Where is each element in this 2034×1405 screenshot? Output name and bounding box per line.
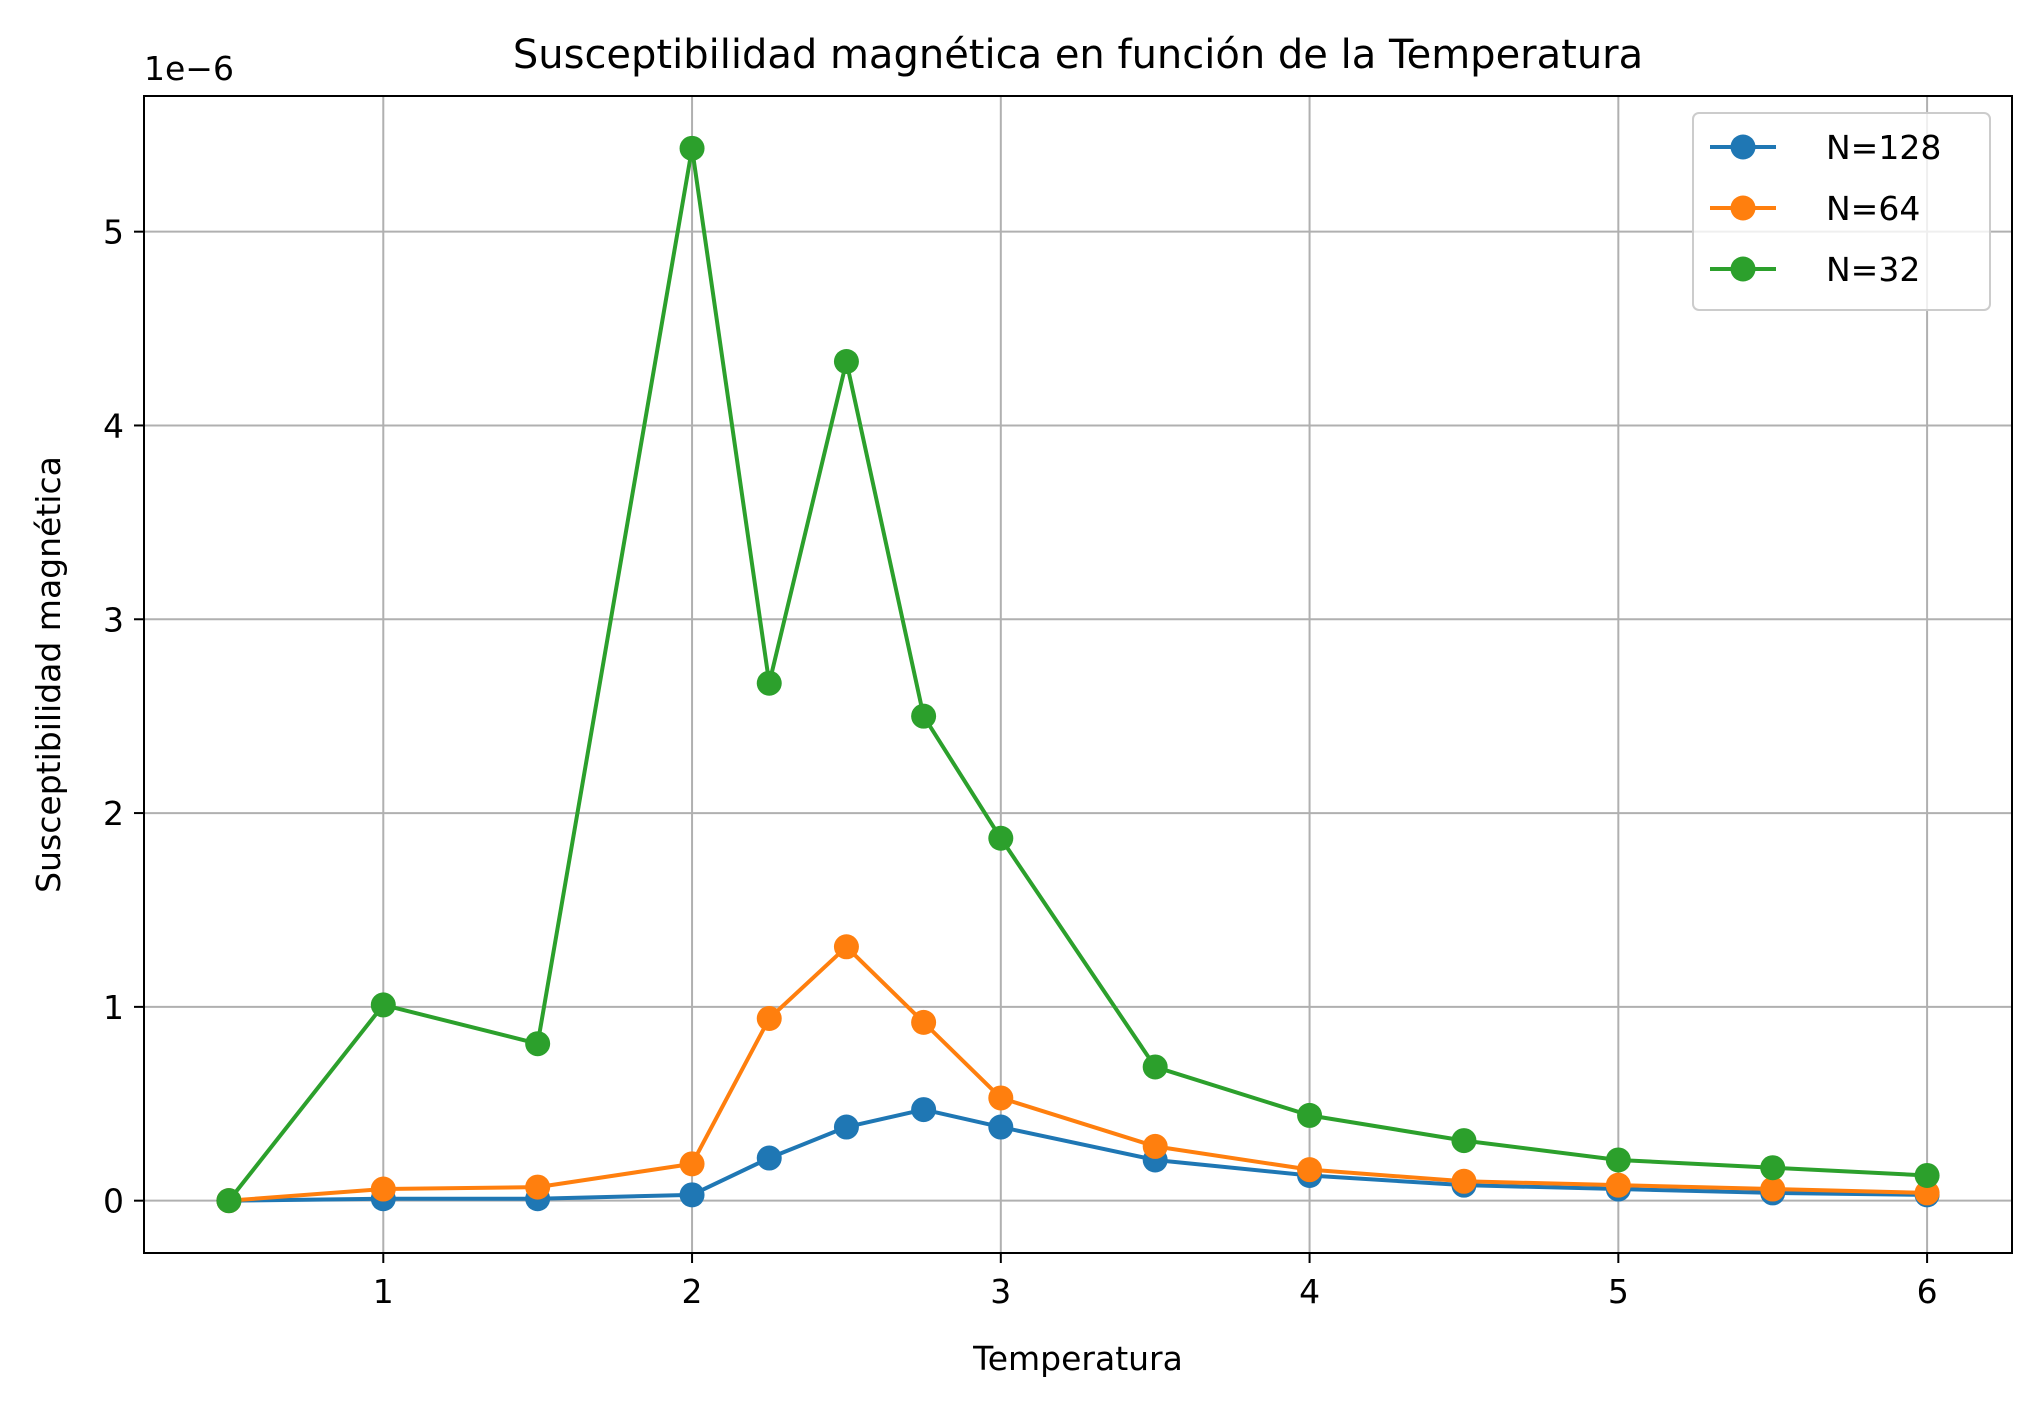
x-axis: 1 2 3 4 5 6 [373,1253,1938,1311]
x-tick-label: 4 [1299,1272,1320,1311]
y-tick-label: 1 [103,988,124,1027]
data-point [679,1151,705,1177]
y-tick-label: 2 [103,794,124,833]
legend-item: N=128 [1710,128,1941,167]
data-point [1451,1128,1477,1154]
data-point [1451,1168,1477,1194]
y-axis: 0 1 2 3 4 5 [103,213,144,1221]
data-point [988,1114,1014,1140]
y-axis-offset-label: 1e−6 [144,49,234,88]
legend-box [1692,112,1991,311]
legend-marker [1730,134,1756,160]
data-point [833,934,859,960]
data-point [679,135,705,161]
data-point [1142,1133,1168,1159]
data-point [370,1176,396,1202]
data-point [1760,1155,1786,1181]
y-tick-label: 3 [103,600,124,639]
legend-marker [1730,195,1756,221]
plot-frame [143,95,2013,1254]
legend-item: N=64 [1710,189,1920,228]
x-tick-label: 2 [682,1272,703,1311]
data-point [679,1182,705,1208]
x-tick-label: 6 [1917,1272,1938,1311]
legend: N=128 N=64 N=32 [1692,112,1991,311]
data-point [833,349,859,375]
x-axis-label: Temperatura [972,1339,1183,1378]
data-point [756,1005,782,1031]
legend-item: N=32 [1710,250,1920,289]
series-n-32 [216,135,1940,1214]
data-point [1605,1147,1631,1173]
data-point [911,703,937,729]
x-tick-label: 5 [1608,1272,1629,1311]
y-tick-label: 4 [103,406,124,445]
data-point [756,1145,782,1171]
data-point [1914,1162,1940,1188]
data-point [833,1114,859,1140]
data-point [911,1097,937,1123]
grid [144,96,2012,1253]
data-point [1605,1172,1631,1198]
data-point [1297,1157,1323,1183]
legend-label: N=64 [1826,189,1920,228]
y-tick-label: 0 [103,1182,124,1221]
y-tick-label: 5 [103,213,124,252]
data-point [988,825,1014,851]
data-point [988,1085,1014,1111]
series-line [227,146,1928,1202]
data-point [1297,1102,1323,1128]
data-point [911,1009,937,1035]
data-point [525,1174,551,1200]
legend-label: N=32 [1826,250,1920,289]
y-axis-label: Susceptibilidad magnética [29,456,68,893]
series-layer [216,135,1940,1214]
series-line [228,1107,1928,1203]
data-point [1914,1180,1940,1206]
legend-marker [1730,256,1756,282]
data-point [370,992,396,1018]
series-line [228,944,1928,1203]
data-point [756,670,782,696]
data-point [525,1031,551,1057]
data-point [1760,1176,1786,1202]
data-point [216,1188,242,1214]
x-tick-label: 1 [373,1272,394,1311]
legend-label: N=128 [1826,128,1941,167]
data-point [1142,1054,1168,1080]
chart-title: Susceptibilidad magnética en función de … [513,32,1643,78]
x-tick-label: 3 [990,1272,1011,1311]
